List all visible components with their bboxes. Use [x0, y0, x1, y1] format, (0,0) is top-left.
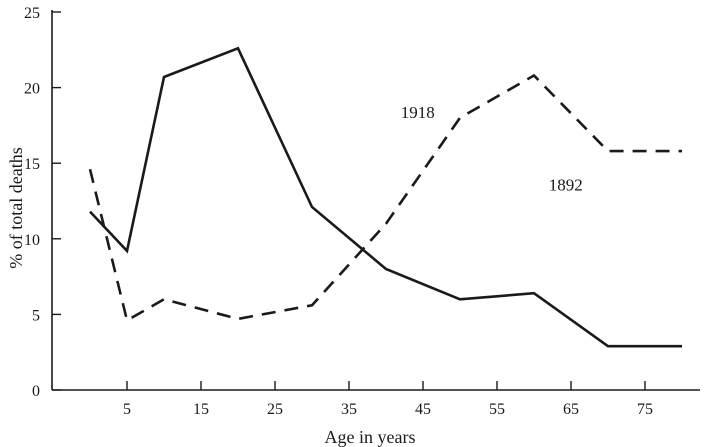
x-tick-label: 45 — [415, 401, 431, 418]
series-label-1918: 1918 — [401, 103, 435, 122]
y-axis-title: % of total deaths — [6, 147, 26, 268]
axes: 0 5 10 15 20 25 5 15 25 35 45 55 65 75 — [24, 5, 700, 418]
series-line-1918 — [89, 46, 682, 348]
x-tick-label: 5 — [123, 401, 131, 418]
x-tick-label: 25 — [267, 401, 283, 418]
x-tick-label: 35 — [341, 401, 357, 418]
labels-layer: 1918 1892 — [401, 103, 583, 195]
x-tick-label: 55 — [489, 401, 505, 418]
series-layer — [88, 46, 683, 348]
y-tick-label: 0 — [32, 383, 40, 400]
y-tick-label: 5 — [32, 307, 40, 324]
x-tick-label: 65 — [563, 401, 579, 418]
y-tick-label: 15 — [24, 156, 40, 173]
x-axis-title: Age in years — [325, 427, 416, 447]
series-line-1892 — [88, 73, 682, 323]
series-label-1892: 1892 — [549, 175, 583, 194]
y-tick-label: 10 — [24, 232, 40, 249]
x-tick-label: 15 — [193, 401, 209, 418]
y-tick-label: 20 — [24, 81, 40, 98]
x-tick-label: 75 — [637, 401, 653, 418]
y-tick-label: 25 — [24, 5, 40, 22]
